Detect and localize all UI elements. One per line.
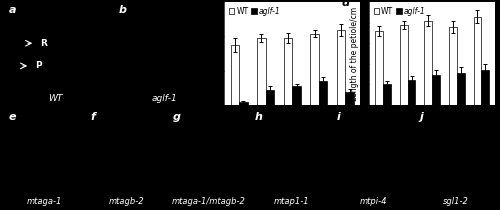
Text: mtaga-1: mtaga-1 xyxy=(27,197,62,206)
Text: c: c xyxy=(194,0,202,8)
Legend: WT, aglf-1: WT, aglf-1 xyxy=(228,6,281,16)
Text: mtaga-1/mtagb-2: mtaga-1/mtagb-2 xyxy=(172,197,246,206)
Legend: WT, aglf-1: WT, aglf-1 xyxy=(373,6,426,16)
Bar xyxy=(474,17,482,105)
Text: R: R xyxy=(40,39,47,48)
Bar xyxy=(449,27,457,105)
Text: g: g xyxy=(172,112,180,122)
Text: h: h xyxy=(254,112,262,122)
Bar xyxy=(457,73,464,105)
Bar xyxy=(239,102,248,105)
Y-axis label: Length of the rachis/mm: Length of the rachis/mm xyxy=(200,7,209,101)
Y-axis label: Length of the petiole/cm: Length of the petiole/cm xyxy=(350,7,359,101)
Bar xyxy=(292,86,301,105)
Bar xyxy=(383,84,391,105)
Bar xyxy=(337,30,345,105)
Bar xyxy=(400,25,407,105)
Bar xyxy=(257,38,266,105)
Bar xyxy=(266,89,274,105)
Text: b: b xyxy=(119,5,127,15)
Text: i: i xyxy=(337,112,341,122)
Text: mtagb-2: mtagb-2 xyxy=(109,197,144,206)
Text: d: d xyxy=(342,0,349,8)
Text: WT: WT xyxy=(48,94,62,103)
Text: f: f xyxy=(90,112,95,122)
Text: j: j xyxy=(419,112,423,122)
Text: aglf-1: aglf-1 xyxy=(152,94,178,103)
Bar xyxy=(230,45,239,105)
Bar xyxy=(424,21,432,105)
Bar xyxy=(432,75,440,105)
Bar xyxy=(408,80,416,105)
Bar xyxy=(346,92,354,105)
Text: a: a xyxy=(9,5,16,15)
Bar xyxy=(284,38,292,105)
Text: mtpi-4: mtpi-4 xyxy=(360,197,387,206)
Bar xyxy=(375,31,383,105)
Text: sgl1-2: sgl1-2 xyxy=(442,197,468,206)
Text: mtap1-1: mtap1-1 xyxy=(274,197,309,206)
Bar xyxy=(482,70,490,105)
Bar xyxy=(310,34,319,105)
Bar xyxy=(319,81,328,105)
Text: P: P xyxy=(35,61,42,70)
Text: e: e xyxy=(8,112,16,122)
